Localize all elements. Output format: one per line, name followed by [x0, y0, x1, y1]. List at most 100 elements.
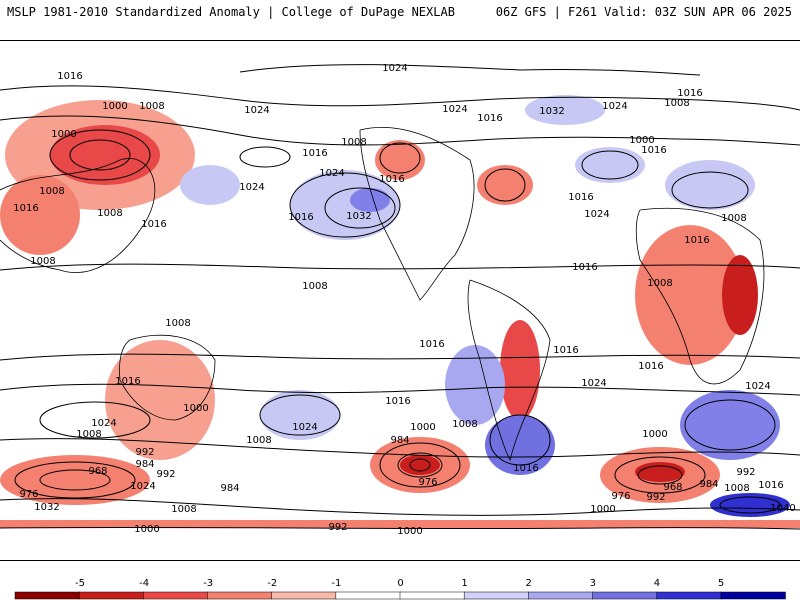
neg-anomaly-australia: [105, 340, 215, 460]
isobar: [397, 452, 443, 478]
isobar-label: 968: [663, 482, 682, 493]
colorbar-swatch: [335, 591, 401, 600]
neg-anomaly-greenland: [477, 165, 533, 205]
isobar-label: 1016: [477, 113, 502, 124]
coastline-australia: [119, 334, 216, 421]
isobar-label: 1016: [57, 71, 82, 82]
isobar-label: 1016: [419, 339, 444, 350]
isobar-label: 1008: [664, 98, 689, 109]
isobar: [0, 85, 800, 111]
isobar-label: 1016: [288, 212, 313, 223]
isobar: [259, 394, 341, 436]
colorbar-tick-label: -3: [203, 578, 213, 589]
pos-anomaly-north-pacific: [290, 170, 400, 240]
isobar-label: 1016: [638, 361, 663, 372]
isobar-label: 1024: [319, 168, 344, 179]
neg-anomaly-africa-strong: [722, 255, 758, 335]
colorbar-swatch: [78, 591, 145, 600]
isobar: [0, 353, 800, 361]
isobar-label: 1016: [513, 463, 538, 474]
colorbar-legend: -5 -4 -3 -2 -1 0 1 2 3 4 5: [14, 578, 786, 600]
isobar: [39, 469, 111, 491]
isobar-label: 1016: [641, 145, 666, 156]
isobar-label: 1016: [572, 262, 597, 273]
isobar-label: 1008: [139, 101, 164, 112]
isobar: [581, 150, 639, 180]
isobar-label: 1016: [13, 203, 38, 214]
colorbar-swatch: [463, 591, 530, 600]
isobar-label: 1016: [141, 219, 166, 230]
isobar-label: 1024: [382, 63, 407, 74]
isobar-label: 1024: [602, 101, 627, 112]
neg-anomaly-antarctic-band: [0, 520, 800, 528]
colorbar-swatch: [207, 591, 273, 600]
isobar-label: 1024: [292, 422, 317, 433]
colorbar-tick-label: -4: [139, 578, 149, 589]
isobar: [289, 172, 401, 238]
isobar-label: 1016: [684, 235, 709, 246]
isobar: [14, 461, 136, 499]
isobar-label: 1024: [91, 418, 116, 429]
colorbar-tick-label: 3: [590, 578, 596, 589]
isobar-label: 1016: [553, 345, 578, 356]
map-frame: [0, 40, 800, 561]
isobar-label: 1008: [39, 186, 64, 197]
pos-anomaly-north-pacific-core: [350, 188, 390, 212]
pos-anomaly-north-atlantic: [575, 147, 645, 183]
isobar: [489, 414, 551, 466]
isobar-label: 1016: [568, 192, 593, 203]
isobar-label: 1016: [677, 88, 702, 99]
isobar-label: 1008: [97, 208, 122, 219]
isobar-label: 1008: [341, 137, 366, 148]
isobar-label: 1000: [183, 403, 208, 414]
neg-anomaly-andes: [500, 320, 540, 420]
coastline-north-america: [359, 126, 475, 301]
isobar: [0, 263, 800, 271]
isobar-label: 992: [646, 492, 665, 503]
colorbar-tick-label: -2: [267, 578, 277, 589]
model-valid-time: 06Z GFS | F261 Valid: 03Z SUN APR 06 202…: [495, 5, 792, 19]
isobar: [239, 64, 701, 76]
isobar-label: 992: [135, 447, 154, 458]
colorbar-tick-label: 0: [397, 578, 403, 589]
isobars: [0, 64, 800, 530]
colorbar-swatch: [528, 591, 594, 600]
coastline-africa: [635, 207, 765, 385]
isobar-label: 992: [328, 522, 347, 533]
colorbar-swatch: [143, 591, 209, 600]
isobar: [0, 438, 800, 458]
isobar-label: 1032: [34, 502, 59, 513]
isobar-label: 1000: [397, 526, 422, 537]
colorbar-tick-label: 1: [461, 578, 467, 589]
neg-anomaly-south-atlantic-core: [635, 462, 685, 482]
coastlines: [0, 126, 765, 462]
isobar-label: 976: [19, 489, 38, 500]
isobar-label: 1024: [581, 378, 606, 389]
isobar-label: 1024: [239, 182, 264, 193]
isobar-label: 1008: [171, 504, 196, 515]
colorbar-swatch: [271, 591, 337, 600]
isobar-label: 968: [88, 466, 107, 477]
anomaly-map[interactable]: 1024 1016 1000 1008 1000 1024 1016 1008 …: [0, 40, 800, 559]
isobar-label: 1008: [452, 419, 477, 430]
isobar-label: 1000: [590, 504, 615, 515]
isobar-label: 1000: [410, 422, 435, 433]
isobar-label: 1016: [379, 174, 404, 185]
neg-anomaly-africa: [635, 225, 745, 365]
isobar-label: 1008: [724, 483, 749, 494]
isobar: [0, 526, 800, 530]
pos-anomaly-south-africa: [680, 390, 780, 460]
colorbar-swatch: [720, 591, 786, 600]
isobar: [324, 187, 396, 229]
isobar: [0, 115, 800, 146]
isobar-label: 1024: [442, 104, 467, 115]
isobar-label: 1024: [244, 105, 269, 116]
isobar-label: 1040: [770, 503, 795, 514]
coastline-south-america: [467, 279, 551, 462]
pos-anomaly-siberia: [180, 165, 240, 205]
coastline-asia: [0, 158, 156, 273]
isobar: [49, 129, 151, 181]
isobar-label: 1000: [51, 129, 76, 140]
isobar-label: 992: [736, 467, 755, 478]
isobar-label: 984: [390, 435, 409, 446]
